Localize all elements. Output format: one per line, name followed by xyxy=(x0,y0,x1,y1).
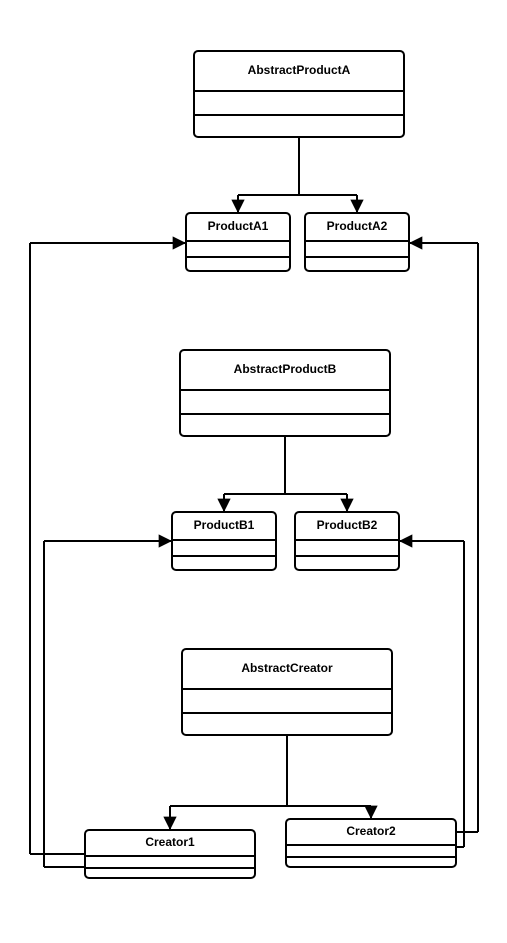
class-AbstractProductB: AbstractProductB xyxy=(180,350,390,436)
nodes-layer: AbstractProductA ProductA1 ProductA2 Abstra… xyxy=(85,51,456,878)
class-title: ProductA2 xyxy=(327,219,388,233)
class-title: ProductB1 xyxy=(194,518,255,532)
class-title: ProductA1 xyxy=(208,219,269,233)
class-ProductB1: ProductB1 xyxy=(172,512,276,570)
class-title: Creator1 xyxy=(145,835,195,849)
class-AbstractProductA: AbstractProductA xyxy=(194,51,404,137)
class-title: AbstractProductA xyxy=(248,63,351,77)
class-title: AbstractProductB xyxy=(234,362,337,376)
class-ProductA2: ProductA2 xyxy=(305,213,409,271)
class-ProductA1: ProductA1 xyxy=(186,213,290,271)
class-ProductB2: ProductB2 xyxy=(295,512,399,570)
class-Creator2: Creator2 xyxy=(286,819,456,867)
class-title: ProductB2 xyxy=(317,518,378,532)
class-Creator1: Creator1 xyxy=(85,830,255,878)
class-title: Creator2 xyxy=(346,824,396,838)
uml-diagram: AbstractProductA ProductA1 ProductA2 Abstra… xyxy=(0,0,507,943)
class-title: AbstractCreator xyxy=(241,661,333,675)
class-AbstractCreator: AbstractCreator xyxy=(182,649,392,735)
